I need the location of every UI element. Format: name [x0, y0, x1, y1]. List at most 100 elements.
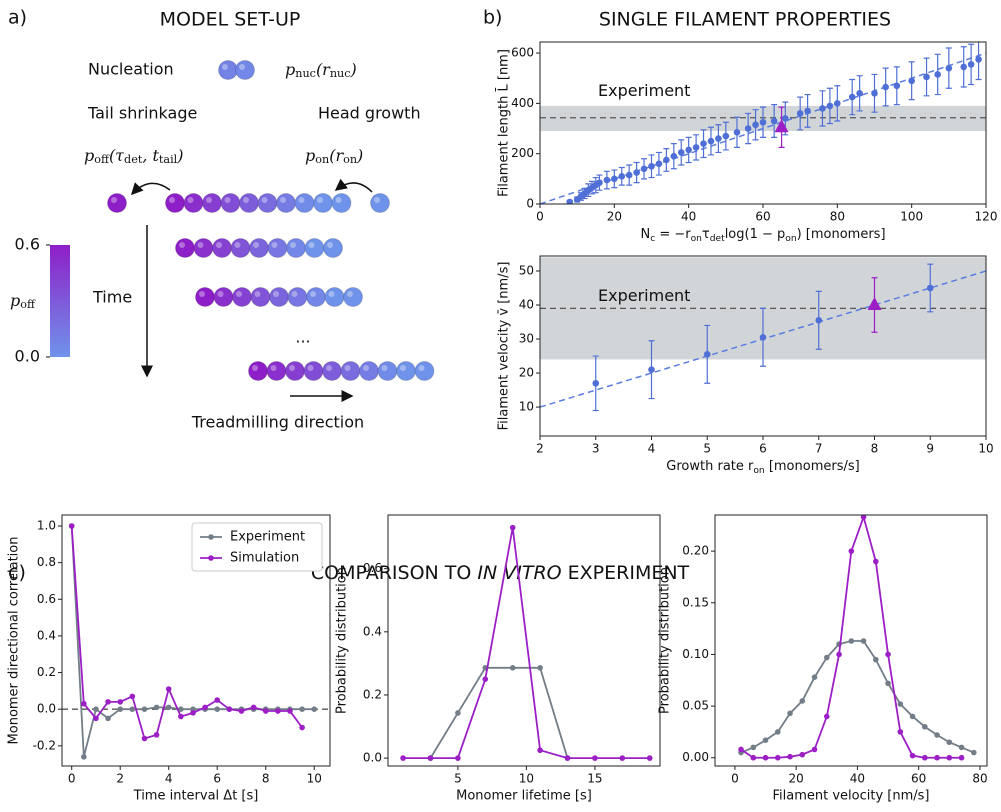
monomer	[202, 193, 222, 213]
y-tick-label: 40	[519, 297, 534, 311]
monomer	[313, 193, 333, 213]
x-tick-label: 10	[519, 772, 534, 786]
marker	[975, 56, 982, 63]
point	[129, 693, 136, 700]
text-part: p	[84, 146, 94, 165]
y-axis-label: Filament length L̄ [nm]	[496, 49, 511, 197]
marker	[815, 317, 823, 324]
plot-area	[540, 257, 986, 412]
text-part: log(1 − p	[725, 227, 786, 242]
highlight	[111, 197, 117, 203]
monomer	[304, 238, 325, 258]
point	[934, 732, 940, 738]
point	[117, 706, 124, 713]
x-tick-label: 20	[607, 210, 622, 224]
x-tick-label: 80	[972, 772, 987, 786]
x-tick-label: 0	[536, 210, 544, 224]
text-part: ) [monomers]	[797, 227, 886, 242]
monomer	[257, 193, 278, 213]
monomer	[220, 193, 241, 213]
marker	[703, 351, 711, 358]
monomer	[266, 361, 287, 381]
x-tick-label: 100	[900, 210, 923, 224]
marker	[826, 102, 834, 110]
monomer	[269, 287, 289, 307]
point	[750, 744, 757, 751]
legend-label: Simulation	[230, 551, 299, 566]
point	[787, 753, 793, 760]
monomer	[230, 238, 251, 258]
point	[971, 749, 977, 756]
point	[509, 524, 516, 531]
point	[787, 710, 793, 717]
arrow	[334, 178, 373, 193]
y-tick-label: -0.2	[33, 738, 56, 752]
point	[214, 706, 221, 713]
x-tick-label: 10	[978, 442, 993, 456]
x-tick-label: 3	[592, 442, 600, 456]
point	[958, 744, 965, 751]
x-tick-label: 0	[731, 772, 739, 786]
marker	[856, 90, 863, 97]
formula: pon(ron)	[305, 146, 363, 167]
y-tick-label: 0.6	[37, 592, 56, 606]
axes-frame	[61, 514, 331, 767]
point	[537, 665, 543, 671]
text-part: N	[640, 227, 650, 242]
highlight	[298, 197, 305, 203]
text-part: tail	[159, 153, 178, 166]
point	[455, 710, 461, 716]
y-tick-label: 0.0	[37, 702, 56, 716]
highlight	[308, 242, 315, 248]
marker	[882, 83, 889, 91]
x-tick-label: 8	[262, 772, 270, 786]
y-tick-label: 50	[519, 263, 534, 277]
formula: poff(τdet, ttail)	[84, 146, 184, 167]
monomer	[183, 193, 204, 213]
highlight	[335, 197, 342, 203]
highlight	[239, 64, 245, 70]
marker	[715, 135, 722, 142]
monomer	[323, 238, 343, 258]
point	[922, 723, 928, 730]
marker	[960, 63, 967, 71]
point	[750, 754, 757, 761]
x-axis-label: Filament velocity [nm/s]	[773, 789, 930, 804]
marker	[796, 110, 804, 117]
panel-label: c)	[8, 562, 26, 584]
highlight	[179, 242, 185, 248]
monomer	[303, 361, 324, 381]
marker	[867, 296, 882, 310]
text-part: off	[20, 298, 36, 311]
legend-label: Experiment	[230, 530, 305, 545]
marker	[819, 105, 826, 112]
point	[105, 715, 111, 722]
highlight	[199, 291, 205, 297]
marker	[603, 176, 611, 184]
highlight	[363, 365, 369, 371]
text-part: )	[350, 60, 357, 79]
point	[774, 729, 781, 735]
y-tick-label: 1.0	[37, 518, 56, 532]
point	[427, 755, 434, 761]
x-tick-label: 5	[703, 442, 711, 456]
y-axis-label: Monomer directional correlation	[7, 537, 22, 745]
x-tick-label: 10	[307, 772, 322, 786]
marker	[685, 146, 692, 154]
marker	[633, 169, 640, 176]
highlight	[418, 365, 425, 371]
point	[848, 548, 855, 554]
point	[299, 706, 305, 713]
point	[564, 755, 571, 761]
highlight	[252, 365, 258, 371]
highlight	[187, 197, 194, 203]
label: Treadmilling direction	[191, 413, 364, 432]
x-tick-label: 4	[648, 442, 656, 456]
text-part: on	[785, 234, 796, 244]
marker	[655, 160, 663, 168]
marker	[848, 93, 856, 101]
x-tick-label: 40	[850, 772, 865, 786]
highlight	[253, 242, 259, 248]
x-tick-label: 60	[911, 772, 926, 786]
point	[262, 708, 269, 714]
